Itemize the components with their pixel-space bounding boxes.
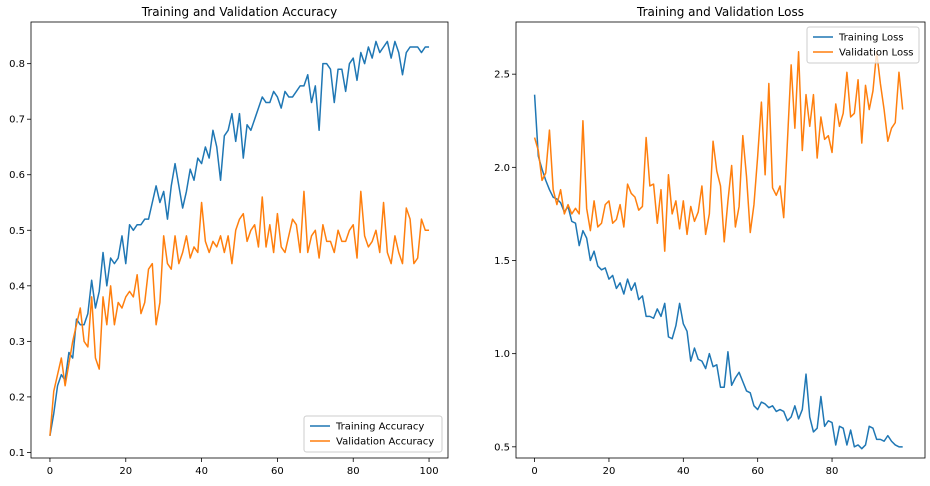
accuracy-x-tick-label: 40	[195, 466, 208, 477]
accuracy-plot-frame	[30, 21, 449, 459]
accuracy-x-tick-label: 100	[419, 466, 438, 477]
loss-chart-title: Training and Validation Loss	[636, 5, 804, 19]
loss-legend-box	[806, 26, 920, 64]
accuracy-legend: Training Accuracy Validation Accuracy	[303, 415, 443, 453]
loss-y-tick-label: 2.5	[494, 70, 510, 81]
accuracy-x-tick-label: 80	[347, 466, 360, 477]
accuracy-y-tick-label: 0.5	[9, 226, 25, 237]
loss-legend-label: Validation Loss	[839, 48, 914, 59]
accuracy-panel: Training and Validation Accuracy 0 20 40 60 8…	[9, 5, 449, 477]
accuracy-y-tick-label: 0.7	[9, 115, 25, 126]
accuracy-y-tick-label: 0.1	[9, 448, 25, 459]
accuracy-y-tick-label: 0.4	[9, 281, 25, 292]
accuracy-legend-label: Training Accuracy	[335, 422, 424, 433]
loss-y-tick-label: 1.5	[494, 256, 510, 267]
accuracy-y-tick-label: 0.6	[9, 170, 25, 181]
loss-legend-label: Training Loss	[838, 33, 904, 44]
loss-x-tick-label: 40	[677, 466, 690, 477]
accuracy-legend-label: Validation Accuracy	[336, 437, 434, 448]
loss-y-tick-label: 0.5	[494, 442, 510, 453]
accuracy-series-line-training	[49, 40, 430, 436]
loss-panel: Training and Validation Loss 0 20 40 60 80 0.5…	[494, 5, 926, 477]
loss-y-tick-label: 2.0	[494, 163, 510, 174]
loss-x-tick-label: 0	[531, 466, 537, 477]
accuracy-y-tick-label: 0.8	[9, 59, 25, 70]
accuracy-y-tick-label: 0.2	[9, 392, 25, 403]
loss-legend: Training Loss Validation Loss	[806, 26, 920, 64]
accuracy-series-line-validation	[49, 190, 430, 436]
accuracy-x-tick-label: 0	[47, 466, 53, 477]
accuracy-legend-box	[303, 415, 443, 453]
loss-y-tick-label: 1.0	[494, 349, 510, 360]
accuracy-x-tick-label: 60	[271, 466, 284, 477]
loss-plot-frame	[515, 21, 926, 459]
accuracy-chart-title: Training and Validation Accuracy	[141, 5, 337, 19]
accuracy-x-tick-label: 20	[119, 466, 132, 477]
loss-series-line-validation	[533, 51, 904, 252]
loss-x-tick-label: 20	[603, 466, 616, 477]
loss-x-tick-label: 60	[751, 466, 764, 477]
loss-series-line-training	[533, 94, 903, 450]
loss-x-tick-label: 80	[826, 466, 839, 477]
accuracy-y-tick-label: 0.3	[9, 337, 25, 348]
